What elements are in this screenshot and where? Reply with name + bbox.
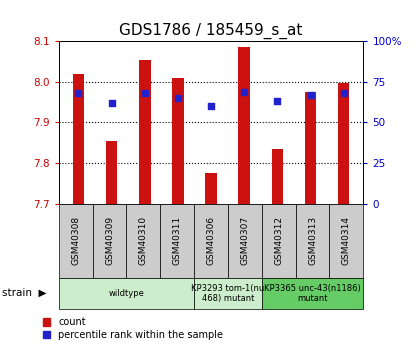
Bar — [172, 78, 184, 204]
Point — [108, 100, 115, 106]
Legend: count, percentile rank within the sample: count, percentile rank within the sample — [43, 317, 223, 340]
Point — [241, 89, 247, 95]
Bar — [239, 48, 250, 204]
Text: KP3365 unc-43(n1186)
mutant: KP3365 unc-43(n1186) mutant — [264, 284, 361, 303]
Point — [175, 95, 181, 101]
Bar — [139, 60, 150, 204]
Title: GDS1786 / 185459_s_at: GDS1786 / 185459_s_at — [119, 22, 303, 39]
Text: GSM40313: GSM40313 — [308, 216, 317, 265]
Text: GSM40314: GSM40314 — [342, 216, 351, 265]
Bar — [304, 92, 316, 204]
Text: KP3293 tom-1(nu
468) mutant: KP3293 tom-1(nu 468) mutant — [192, 284, 265, 303]
Bar — [338, 83, 349, 204]
Point — [142, 90, 148, 96]
Text: GSM40311: GSM40311 — [173, 216, 182, 265]
Text: GSM40309: GSM40309 — [105, 216, 114, 265]
Text: GSM40307: GSM40307 — [240, 216, 249, 265]
Text: GSM40310: GSM40310 — [139, 216, 148, 265]
Point — [75, 90, 82, 96]
Text: strain  ▶: strain ▶ — [2, 288, 47, 298]
Text: GSM40312: GSM40312 — [274, 216, 283, 265]
Point — [340, 90, 347, 96]
Point — [307, 92, 314, 98]
Text: GSM40308: GSM40308 — [71, 216, 80, 265]
Point — [208, 104, 215, 109]
Text: wildtype: wildtype — [108, 289, 144, 298]
Point — [274, 99, 281, 104]
Text: GSM40306: GSM40306 — [207, 216, 215, 265]
Bar — [106, 141, 118, 204]
Bar — [205, 173, 217, 204]
Bar — [73, 74, 84, 204]
Bar — [272, 149, 283, 204]
